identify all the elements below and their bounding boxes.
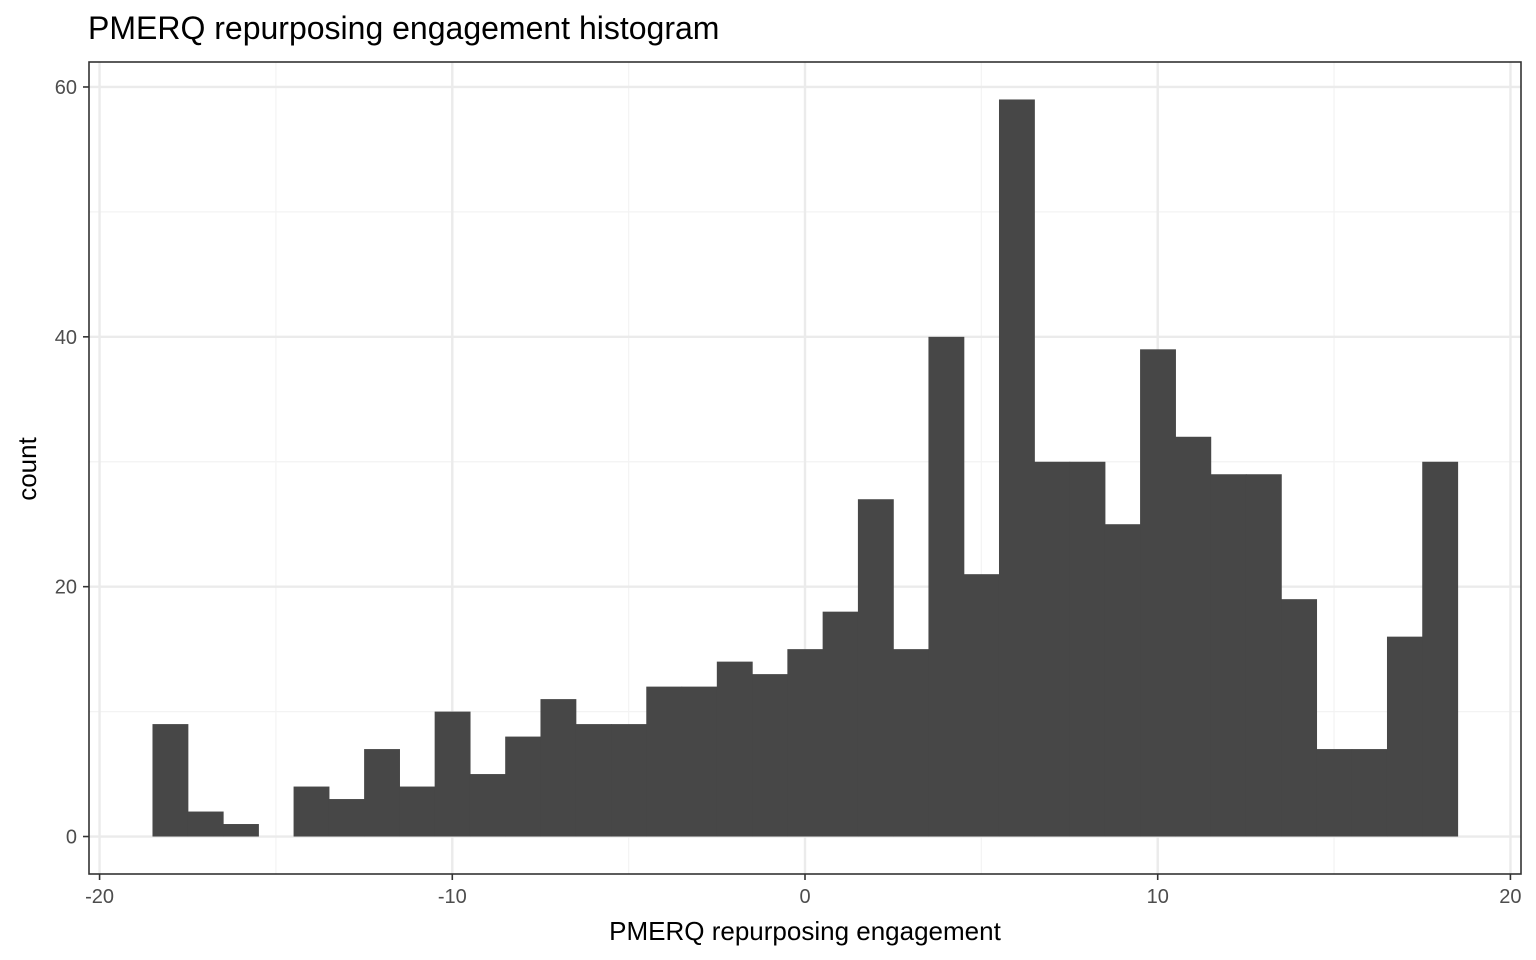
y-axis-ticks: 0 20 40 60	[55, 77, 89, 849]
histogram-bar	[646, 686, 683, 837]
y-axis-title: count	[12, 436, 42, 500]
y-tick-label: 40	[55, 327, 77, 349]
x-tick-label: 0	[799, 886, 810, 908]
histogram-bar	[328, 799, 365, 837]
x-tick-label: 20	[1499, 886, 1521, 908]
y-tick-label: 0	[66, 827, 77, 849]
histogram-bar	[293, 786, 330, 837]
histogram-bar	[963, 574, 1000, 837]
x-tick-label: 10	[1147, 886, 1169, 908]
histogram-bar	[752, 674, 788, 837]
histogram-bar	[1104, 524, 1141, 837]
histogram-bar	[399, 786, 436, 837]
histogram-bar	[1281, 599, 1318, 837]
histogram-bar	[1422, 461, 1459, 837]
histogram-bar	[152, 724, 189, 837]
histogram-bar	[1386, 636, 1423, 837]
histogram-bar	[716, 661, 753, 837]
histogram-bar	[1175, 436, 1212, 837]
histogram-bar	[469, 774, 506, 837]
histogram-bar	[998, 99, 1035, 837]
histogram-bar	[223, 824, 259, 837]
x-tick-label: -20	[85, 886, 114, 908]
histogram-bar	[1140, 349, 1176, 837]
histogram-bar	[1316, 749, 1353, 837]
histogram-bar	[434, 711, 471, 837]
histogram-bar	[1351, 749, 1388, 837]
histogram-bar	[857, 499, 894, 837]
histogram-bars	[152, 99, 1459, 837]
histogram-bar	[893, 649, 930, 837]
histogram-bar	[822, 611, 859, 837]
histogram-bar	[1210, 474, 1247, 837]
histogram-bar	[1069, 461, 1106, 837]
chart-title: PMERQ repurposing engagement histogram	[88, 10, 719, 46]
y-tick-label: 20	[55, 577, 77, 599]
histogram-bar	[611, 724, 647, 837]
histogram-bar	[1034, 461, 1071, 837]
histogram-bar	[187, 811, 224, 837]
histogram-bar	[681, 686, 718, 837]
x-axis-title: PMERQ repurposing engagement	[609, 916, 1001, 946]
histogram-bar	[505, 736, 542, 837]
x-axis-ticks: -20 -10 0 10 20	[85, 874, 1522, 908]
histogram-bar	[540, 699, 577, 837]
histogram-bar	[1245, 474, 1282, 837]
y-tick-label: 60	[55, 77, 77, 99]
histogram-bar	[575, 724, 612, 837]
histogram-bar	[364, 749, 400, 837]
histogram-bar	[787, 649, 824, 837]
histogram-bar	[928, 336, 965, 837]
x-tick-label: -10	[438, 886, 467, 908]
